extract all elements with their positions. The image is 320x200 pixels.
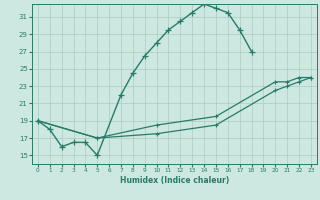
X-axis label: Humidex (Indice chaleur): Humidex (Indice chaleur)	[120, 176, 229, 185]
